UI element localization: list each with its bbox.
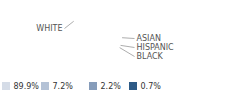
svg-text:0.7%: 0.7%: [141, 82, 162, 91]
svg-text:89.9%: 89.9%: [14, 82, 40, 91]
svg-text:HISPANIC: HISPANIC: [137, 43, 175, 52]
svg-text:WHITE: WHITE: [36, 24, 62, 33]
svg-text:ASIAN: ASIAN: [137, 34, 161, 43]
svg-text:7.2%: 7.2%: [53, 82, 74, 91]
svg-text:BLACK: BLACK: [137, 52, 164, 61]
svg-text:2.2%: 2.2%: [101, 82, 122, 91]
